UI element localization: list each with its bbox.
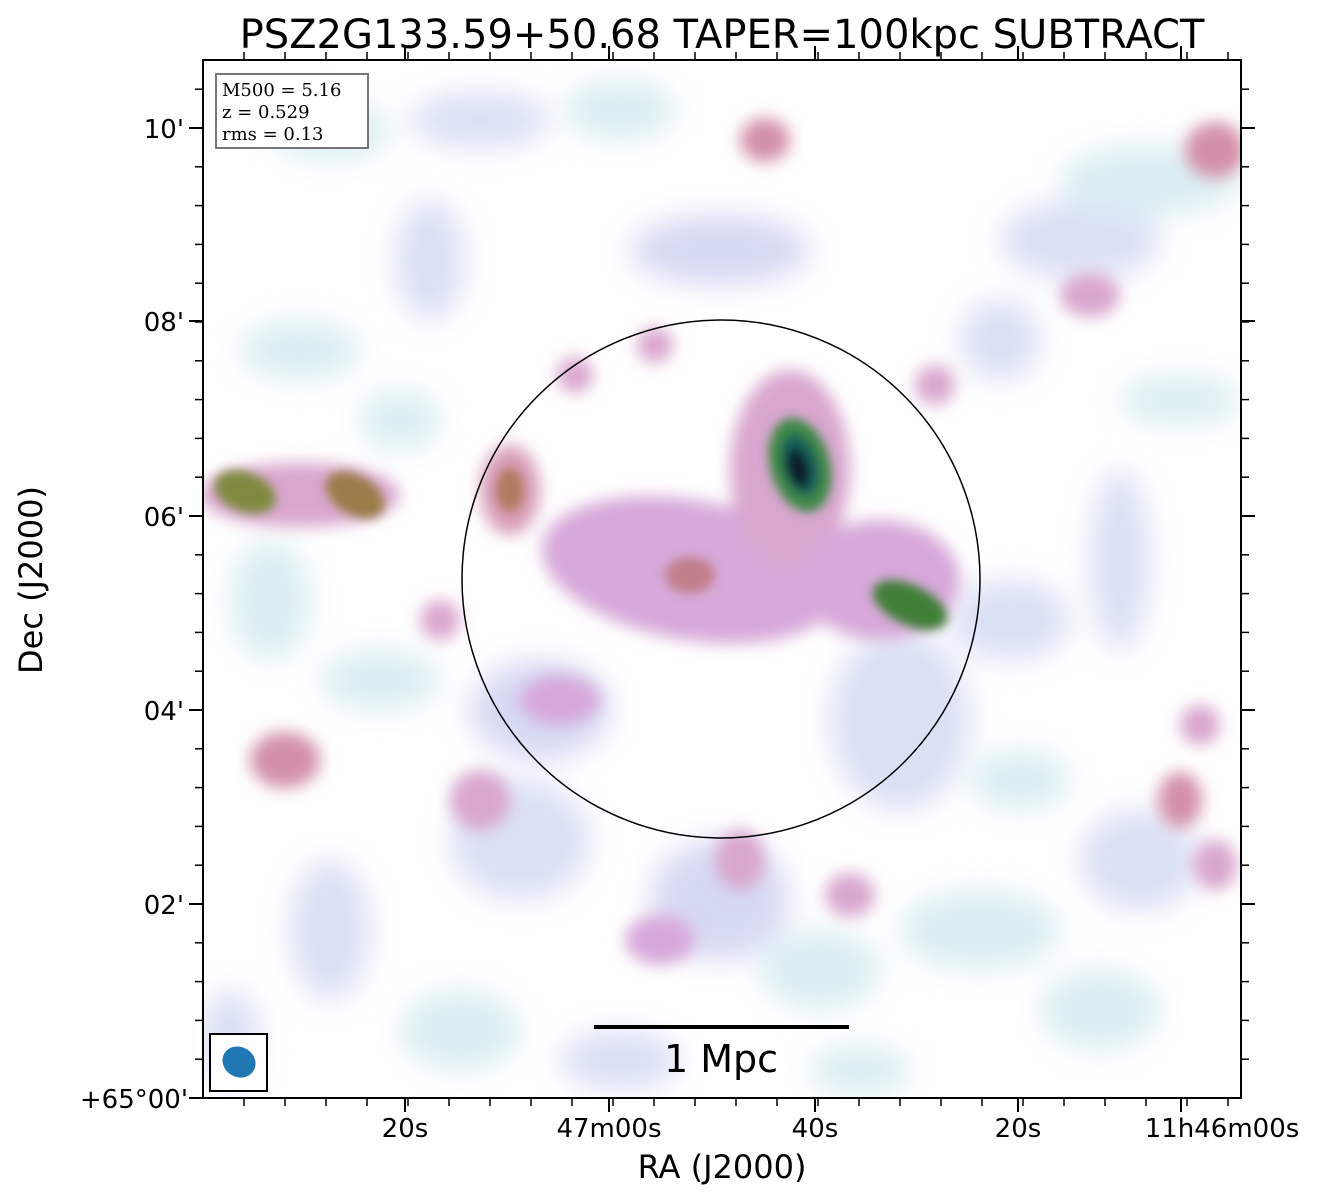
y-tick-label: +65°00' (80, 1085, 188, 1115)
rms-label: rms = 0.13 (222, 124, 324, 145)
cluster-info-box: M500 = 5.16 z = 0.529 rms = 0.13 (215, 73, 369, 149)
scale-bar-label: 1 Mpc (664, 1037, 778, 1081)
beam-box (209, 1033, 268, 1092)
y-tick-label: 02' (144, 891, 184, 921)
y-tick-label: 06' (144, 503, 184, 533)
y-tick-label: 08' (144, 308, 184, 338)
y-tick-labels: 10' 08' 06' 04' 02' +65°00' (80, 115, 188, 1115)
minor-tick-marks (195, 52, 1249, 1106)
m500-label: M500 = 5.16 (222, 80, 341, 101)
x-axis-label: RA (J2000) (638, 1148, 807, 1186)
y-tick-label: 10' (144, 115, 184, 145)
y-axis-label: Dec (J2000) (12, 486, 50, 674)
x-tick-label: 20s (995, 1114, 1042, 1144)
x-tick-label: 11h46m00s (1145, 1114, 1300, 1144)
radio-emission-image (203, 60, 1241, 1098)
scale-bar: 1 Mpc (594, 1025, 849, 1081)
beam-ellipse (222, 1046, 256, 1078)
x-tick-label: 40s (792, 1114, 839, 1144)
plot-frame (202, 59, 1242, 1099)
redshift-label: z = 0.529 (222, 102, 310, 123)
plot-title: PSZ2G133.59+50.68 TAPER=100kpc SUBTRACT (240, 12, 1205, 58)
r500-circle (461, 319, 981, 839)
x-tick-label: 20s (382, 1114, 429, 1144)
y-tick-label: 04' (144, 697, 184, 727)
x-tick-label: 47m00s (556, 1114, 661, 1144)
x-tick-labels: 20s 47m00s 40s 20s 11h46m00s (382, 1114, 1300, 1144)
